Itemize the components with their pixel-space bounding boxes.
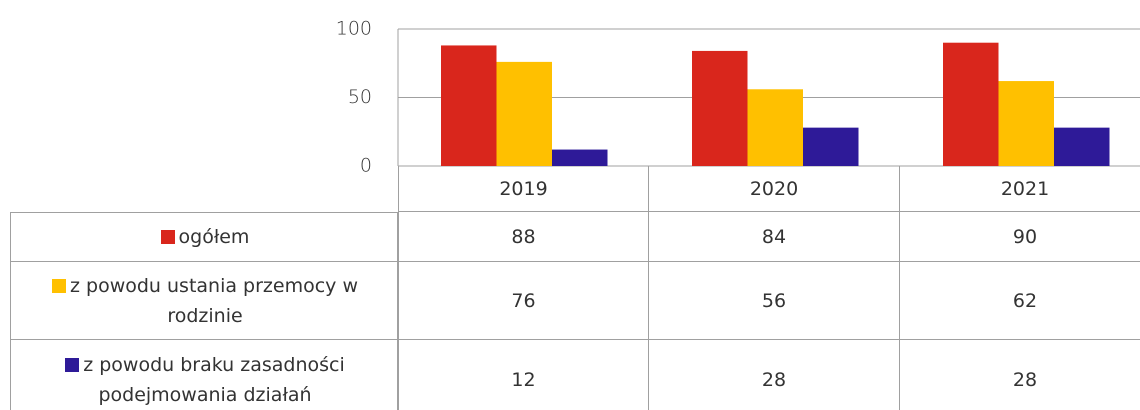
table-value-cell: 12 — [398, 340, 649, 410]
table-value-cell: 56 — [649, 262, 900, 340]
legend-cell: z powodu braku zasadności podejmowania d… — [10, 340, 398, 410]
bar — [552, 149, 608, 166]
bar — [441, 45, 497, 166]
table-value-cell: 28 — [900, 340, 1140, 410]
legend-label: z powodu braku zasadności podejmowania d… — [83, 353, 345, 406]
bar — [496, 61, 552, 166]
legend-label: z powodu ustania przemocy w rodzinie — [70, 274, 358, 327]
y-tick-label: 0 — [360, 155, 372, 177]
table-header-cell: 2019 — [398, 166, 649, 212]
table-value-cell: 84 — [649, 212, 900, 262]
bar — [943, 42, 999, 167]
bar — [803, 127, 859, 166]
table-value-cell: 76 — [398, 262, 649, 340]
legend-cell: z powodu ustania przemocy w rodzinie — [10, 262, 398, 340]
legend-cell: ogółem — [10, 212, 398, 262]
bar — [747, 89, 803, 166]
table-header-cell: 2020 — [649, 166, 900, 212]
bar — [998, 81, 1054, 166]
legend-label: ogółem — [178, 226, 250, 248]
legend-entry: z powodu ustania przemocy w rodzinie — [23, 271, 387, 331]
y-tick-label: 100 — [336, 18, 372, 40]
bar — [692, 50, 748, 166]
table-value-cell: 62 — [900, 262, 1140, 340]
bar — [1054, 127, 1110, 166]
table-value-cell: 88 — [398, 212, 649, 262]
legend-entry: z powodu braku zasadności podejmowania d… — [23, 350, 387, 410]
table-value-cell: 90 — [900, 212, 1140, 262]
legend-entry: ogółem — [160, 222, 250, 252]
table-header-cell: 2021 — [900, 166, 1140, 212]
legend-key — [65, 357, 80, 372]
table-value-cell: 28 — [649, 340, 900, 410]
y-tick-label: 50 — [348, 86, 372, 108]
legend-key — [52, 278, 66, 293]
legend-key — [160, 230, 175, 244]
